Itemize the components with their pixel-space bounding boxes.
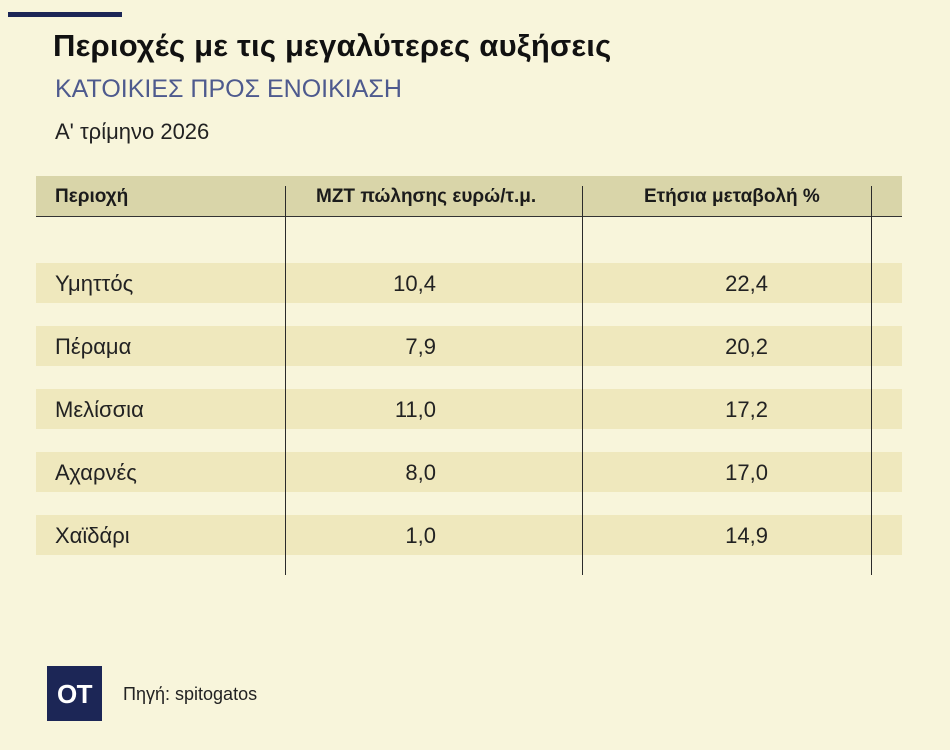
cell-change: 14,9 xyxy=(725,523,768,548)
column-divider xyxy=(871,186,872,575)
table-row: Αχαρνές 8,0 17,0 xyxy=(36,452,902,492)
cell-region: Υμηττός xyxy=(55,271,134,296)
cell-change: 22,4 xyxy=(725,271,768,296)
cell-price: 11,0 xyxy=(394,397,436,422)
chart-title: Περιοχές με τις μεγαλύτερες αυξήσεις xyxy=(53,28,612,63)
cell-price: 1,0 xyxy=(405,523,436,548)
period-label: Α' τρίμηνο 2026 xyxy=(55,119,210,144)
cell-region: Πέραμα xyxy=(55,334,132,359)
cell-price: 8,0 xyxy=(405,460,436,485)
top-accent-rule xyxy=(8,12,122,17)
chart-subtitle: ΚΑΤΟΙΚΙΕΣ ΠΡΟΣ ΕΝΟΙΚΙΑΣΗ xyxy=(55,75,402,103)
table-header: Περιοχή ΜΖΤ πώλησης ευρώ/τ.μ. Ετήσια μετ… xyxy=(36,176,902,216)
brand-logo: OT xyxy=(47,666,102,721)
column-divider xyxy=(285,186,286,575)
cell-region: Μελίσσια xyxy=(55,397,144,422)
column-header-change: Ετήσια μεταβολή % xyxy=(644,186,820,207)
data-table: Περιοχή ΜΖΤ πώλησης ευρώ/τ.μ. Ετήσια μετ… xyxy=(36,176,902,576)
column-header-price: ΜΖΤ πώλησης ευρώ/τ.μ. xyxy=(316,186,537,207)
cell-change: 17,0 xyxy=(725,460,768,485)
cell-region: Αχαρνές xyxy=(55,460,137,485)
header-divider xyxy=(36,216,902,217)
cell-price: 7,9 xyxy=(405,334,436,359)
column-divider xyxy=(582,186,583,575)
source-note: Πηγή: spitogatos xyxy=(123,684,258,704)
cell-change: 17,2 xyxy=(725,397,768,422)
table-row: Υμηττός 10,4 22,4 xyxy=(36,263,902,303)
cell-price: 10,4 xyxy=(393,271,436,296)
table-row: Μελίσσια 11,0 17,2 xyxy=(36,389,902,429)
cell-change: 20,2 xyxy=(725,334,768,359)
table-row: Πέραμα 7,9 20,2 xyxy=(36,326,902,366)
table-row: Χαϊδάρι 1,0 14,9 xyxy=(36,515,902,555)
cell-region: Χαϊδάρι xyxy=(55,523,130,548)
brand-logo-text: OT xyxy=(56,679,93,709)
column-header-region: Περιοχή xyxy=(55,186,129,207)
